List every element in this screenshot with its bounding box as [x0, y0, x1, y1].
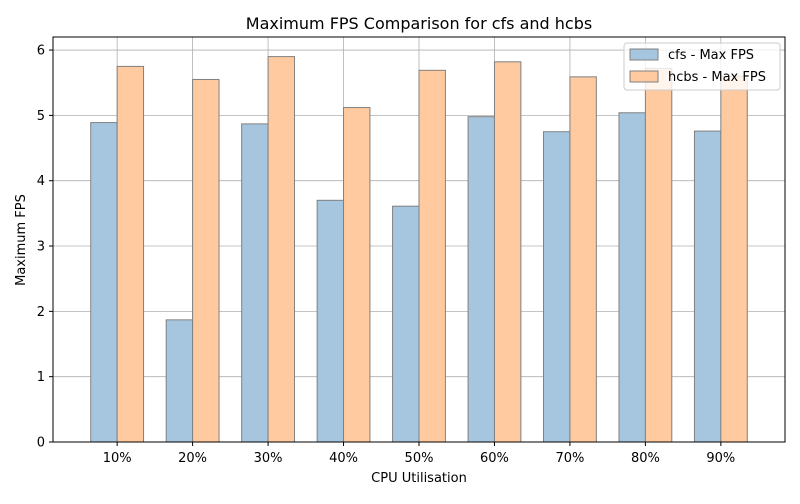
y-axis-label: Maximum FPS	[14, 194, 29, 286]
chart-title: Maximum FPS Comparison for cfs and hcbs	[246, 14, 592, 33]
legend-swatch-cfs	[629, 48, 659, 61]
x-tick-label: 50%	[405, 451, 434, 466]
y-tick-label: 2	[37, 305, 45, 320]
x-axis-ticks: 10% 20% 30% 40% 50% 60% 70% 80% 90%	[103, 442, 735, 466]
legend-swatch-hcbs	[629, 70, 659, 83]
y-axis-ticks: 0 1 2 3 4 5 6	[37, 44, 53, 451]
legend-label-cfs: cfs - Max FPS	[668, 48, 754, 63]
bar-cfs	[467, 116, 495, 443]
legend-frame	[623, 42, 781, 91]
x-tick-label: 60%	[480, 451, 509, 466]
bar-hcbs	[720, 75, 748, 443]
bar-hcbs	[418, 69, 446, 443]
x-axis-label: CPU Utilisation	[371, 471, 467, 486]
y-tick-label: 4	[37, 174, 45, 189]
bar-cfs	[316, 199, 345, 443]
x-tick-label: 40%	[329, 451, 358, 466]
bars	[90, 56, 748, 443]
bar-cfs	[543, 131, 571, 443]
y-tick-label: 5	[37, 109, 45, 124]
plot-frame	[52, 36, 786, 443]
x-tick-label: 80%	[631, 451, 660, 466]
bar-cfs	[392, 205, 420, 443]
x-tick-label: 70%	[555, 451, 584, 466]
bar-hcbs	[192, 78, 220, 443]
bar-hcbs	[267, 56, 295, 443]
bar-cfs	[241, 123, 269, 443]
bar-hcbs	[116, 65, 145, 443]
x-tick-label: 10%	[103, 451, 132, 466]
bar-hcbs	[343, 107, 371, 443]
y-tick-label: 6	[37, 44, 45, 59]
x-tick-label: 90%	[706, 451, 735, 466]
bar-hcbs	[644, 67, 673, 443]
bar-cfs	[90, 122, 118, 443]
x-tick-label: 30%	[254, 451, 283, 466]
y-tick-label: 0	[37, 436, 45, 451]
bar-cfs	[618, 112, 646, 443]
bar-hcbs	[569, 76, 597, 443]
bar-cfs	[165, 319, 194, 443]
bar-cfs	[693, 130, 722, 443]
y-tick-label: 1	[37, 370, 45, 385]
legend: cfs - Max FPS hcbs - Max FPS	[623, 42, 781, 91]
legend-label-hcbs: hcbs - Max FPS	[668, 70, 766, 85]
y-tick-label: 3	[37, 240, 45, 255]
bar-hcbs	[493, 61, 522, 443]
x-tick-label: 20%	[178, 451, 207, 466]
